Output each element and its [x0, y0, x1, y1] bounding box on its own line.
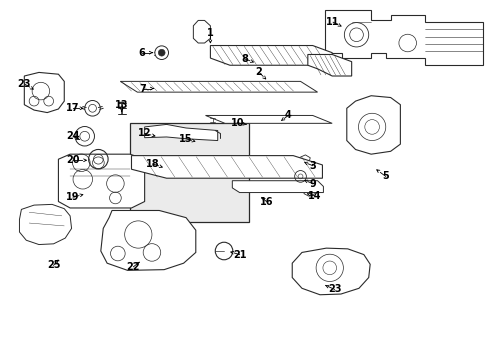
Text: 13: 13 [115, 100, 128, 110]
Polygon shape [24, 72, 64, 113]
Text: 14: 14 [308, 191, 321, 201]
Text: 6: 6 [139, 48, 145, 58]
Text: 5: 5 [382, 171, 388, 181]
Text: 4: 4 [285, 111, 291, 121]
Text: 1: 1 [206, 28, 213, 38]
Polygon shape [119, 102, 124, 103]
Polygon shape [304, 185, 316, 196]
Text: 23: 23 [327, 284, 341, 294]
Circle shape [155, 46, 168, 59]
Polygon shape [120, 81, 317, 92]
Text: 9: 9 [309, 179, 315, 189]
Text: 2: 2 [255, 67, 262, 77]
Text: 3: 3 [309, 161, 315, 171]
Polygon shape [101, 211, 195, 270]
Polygon shape [346, 96, 400, 154]
Polygon shape [233, 47, 264, 55]
Polygon shape [307, 54, 351, 76]
Text: 22: 22 [126, 262, 140, 272]
Text: 15: 15 [179, 134, 192, 144]
Text: 11: 11 [325, 17, 339, 27]
Polygon shape [205, 116, 331, 123]
Text: 23: 23 [18, 79, 31, 89]
Text: 18: 18 [146, 159, 160, 169]
Text: 25: 25 [47, 260, 60, 270]
Text: 17: 17 [66, 103, 80, 113]
Polygon shape [144, 125, 217, 140]
Polygon shape [193, 21, 210, 43]
Text: 7: 7 [140, 84, 146, 94]
Text: 21: 21 [232, 249, 246, 260]
FancyBboxPatch shape [130, 123, 249, 222]
Polygon shape [292, 248, 369, 295]
Text: 16: 16 [259, 197, 273, 207]
Text: 24: 24 [66, 131, 80, 141]
Circle shape [158, 49, 165, 56]
Text: 10: 10 [230, 118, 244, 128]
Text: 12: 12 [138, 129, 151, 138]
Polygon shape [58, 154, 144, 208]
Text: 20: 20 [66, 155, 80, 165]
Polygon shape [297, 155, 309, 165]
Polygon shape [131, 156, 322, 178]
Polygon shape [20, 204, 71, 244]
Text: 8: 8 [241, 54, 247, 64]
Polygon shape [210, 45, 331, 65]
Polygon shape [232, 181, 323, 193]
Text: 19: 19 [66, 192, 80, 202]
